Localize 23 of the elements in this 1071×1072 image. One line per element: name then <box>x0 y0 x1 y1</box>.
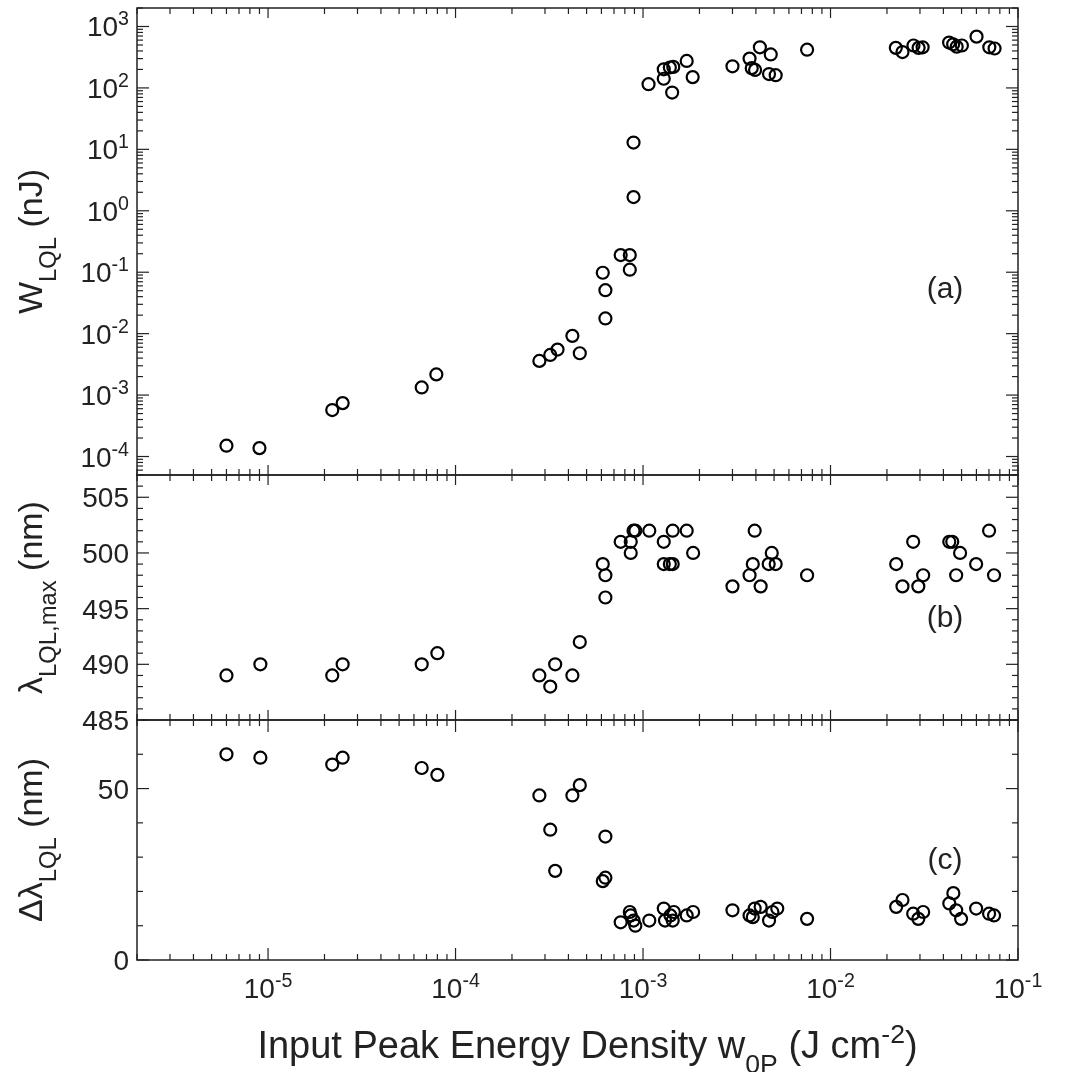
y-tick-label: 495 <box>82 593 129 625</box>
x-tick-label: 10$^{-5}$ <box>243 969 293 1004</box>
annotation: (c) <box>927 841 963 875</box>
y-tick-label: 10$^{-1}$ <box>80 253 129 289</box>
y-tick-label: 500 <box>82 537 129 569</box>
y-tick-label: 10$^{1}$ <box>86 130 129 166</box>
y-tick-label: 10$^{-2}$ <box>80 314 129 350</box>
y-tick-label: 50 <box>97 773 129 805</box>
y-tick-label: 485 <box>82 705 129 736</box>
y-tick-label: 490 <box>82 649 129 681</box>
y-tick-label: 0 <box>113 945 129 976</box>
y-tick-label: 10$^{0}$ <box>86 191 130 227</box>
x-tick-label: 10$^{-2}$ <box>806 969 855 1004</box>
x-tick-label: 10$^{-1}$ <box>993 969 1043 1004</box>
y-tick-label: 10$^{-4}$ <box>80 437 130 473</box>
y-tick-label: 10$^{2}$ <box>86 68 129 104</box>
annotation: (a) <box>926 270 964 304</box>
y-tick-label: 505 <box>82 482 129 514</box>
annotation: (b) <box>926 599 964 633</box>
x-tick-label: 10$^{-3}$ <box>618 969 668 1004</box>
x-tick-label: 10$^{-4}$ <box>431 969 480 1004</box>
y-tick-label: 10$^{3}$ <box>86 7 130 43</box>
y-tick-label: 10$^{-3}$ <box>80 376 130 412</box>
